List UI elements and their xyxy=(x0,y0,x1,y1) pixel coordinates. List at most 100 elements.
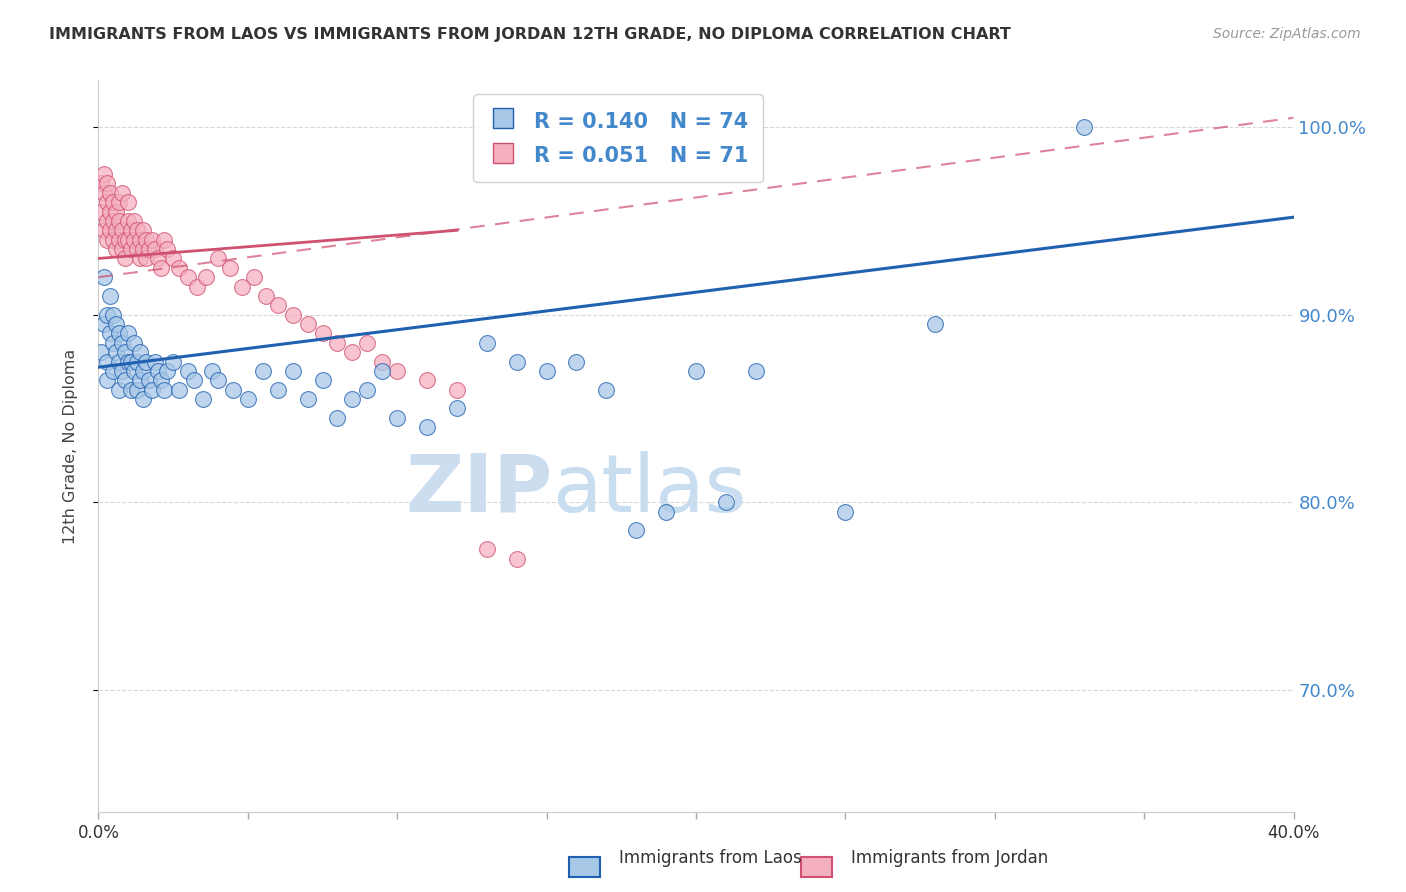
Point xyxy=(111,364,134,378)
Point xyxy=(117,233,139,247)
Point xyxy=(117,214,139,228)
Point xyxy=(342,392,364,406)
Y-axis label: 12th Grade, No Diploma: 12th Grade, No Diploma xyxy=(63,349,77,543)
Point xyxy=(655,505,678,519)
Point xyxy=(141,233,163,247)
Point xyxy=(281,308,304,322)
Point xyxy=(311,326,333,341)
Point xyxy=(371,354,394,368)
Point xyxy=(536,364,558,378)
Point xyxy=(93,223,115,237)
Point xyxy=(103,233,125,247)
Point xyxy=(105,345,128,359)
Point xyxy=(103,195,125,210)
Point xyxy=(475,335,498,350)
Point xyxy=(222,383,245,397)
Point xyxy=(93,270,115,285)
Point xyxy=(90,204,112,219)
Point xyxy=(595,383,617,397)
Point xyxy=(135,354,157,368)
Point xyxy=(371,364,394,378)
Point xyxy=(506,551,529,566)
Point xyxy=(281,364,304,378)
Point xyxy=(127,242,149,256)
Point xyxy=(685,364,707,378)
Point xyxy=(191,392,214,406)
Point xyxy=(120,354,142,368)
Point xyxy=(132,242,155,256)
Point xyxy=(96,214,118,228)
Point xyxy=(143,242,166,256)
Point xyxy=(98,186,122,200)
Point xyxy=(129,345,152,359)
Point xyxy=(252,364,274,378)
Point xyxy=(103,335,125,350)
Legend: R = 0.140   N = 74, R = 0.051   N = 71: R = 0.140 N = 74, R = 0.051 N = 71 xyxy=(474,95,762,182)
Point xyxy=(297,317,319,331)
Point xyxy=(105,242,128,256)
Point xyxy=(416,420,439,434)
Point xyxy=(195,270,218,285)
Point xyxy=(120,223,142,237)
Point xyxy=(186,279,208,293)
Point xyxy=(96,308,118,322)
Text: Immigrants from Laos: Immigrants from Laos xyxy=(619,849,801,867)
Point xyxy=(156,364,179,378)
Point xyxy=(135,233,157,247)
Point xyxy=(124,335,146,350)
Point xyxy=(117,326,139,341)
Point xyxy=(108,195,131,210)
Point xyxy=(96,373,118,387)
Point xyxy=(162,354,184,368)
Point xyxy=(446,383,468,397)
Point xyxy=(111,223,134,237)
Point xyxy=(96,177,118,191)
Point xyxy=(356,335,378,350)
Point xyxy=(103,214,125,228)
Point xyxy=(148,252,170,266)
Point xyxy=(117,195,139,210)
Point xyxy=(108,214,131,228)
Point xyxy=(132,392,155,406)
Point xyxy=(108,354,131,368)
Point xyxy=(150,373,173,387)
Point xyxy=(108,233,131,247)
Point xyxy=(148,364,170,378)
Point xyxy=(156,242,179,256)
Point xyxy=(129,233,152,247)
Point xyxy=(135,252,157,266)
Point xyxy=(311,373,333,387)
Point xyxy=(416,373,439,387)
Point xyxy=(114,345,136,359)
Point xyxy=(117,354,139,368)
Point xyxy=(98,223,122,237)
Point xyxy=(114,373,136,387)
Point xyxy=(120,383,142,397)
Point xyxy=(714,495,737,509)
Point xyxy=(138,373,160,387)
Point xyxy=(162,252,184,266)
Point xyxy=(108,383,131,397)
Point xyxy=(98,326,122,341)
Point xyxy=(111,335,134,350)
Point xyxy=(565,354,588,368)
Point xyxy=(105,204,128,219)
Point xyxy=(98,204,122,219)
Point xyxy=(90,177,112,191)
Point xyxy=(167,260,190,275)
Point xyxy=(103,364,125,378)
Point xyxy=(114,252,136,266)
Point xyxy=(177,270,200,285)
Point xyxy=(111,242,134,256)
Point xyxy=(93,317,115,331)
Point xyxy=(267,298,290,312)
Point xyxy=(111,186,134,200)
Point xyxy=(120,242,142,256)
Point xyxy=(129,373,152,387)
Point xyxy=(96,354,118,368)
Point xyxy=(326,335,349,350)
Point xyxy=(446,401,468,416)
Point xyxy=(127,223,149,237)
Point xyxy=(1073,120,1095,135)
Point xyxy=(96,195,118,210)
